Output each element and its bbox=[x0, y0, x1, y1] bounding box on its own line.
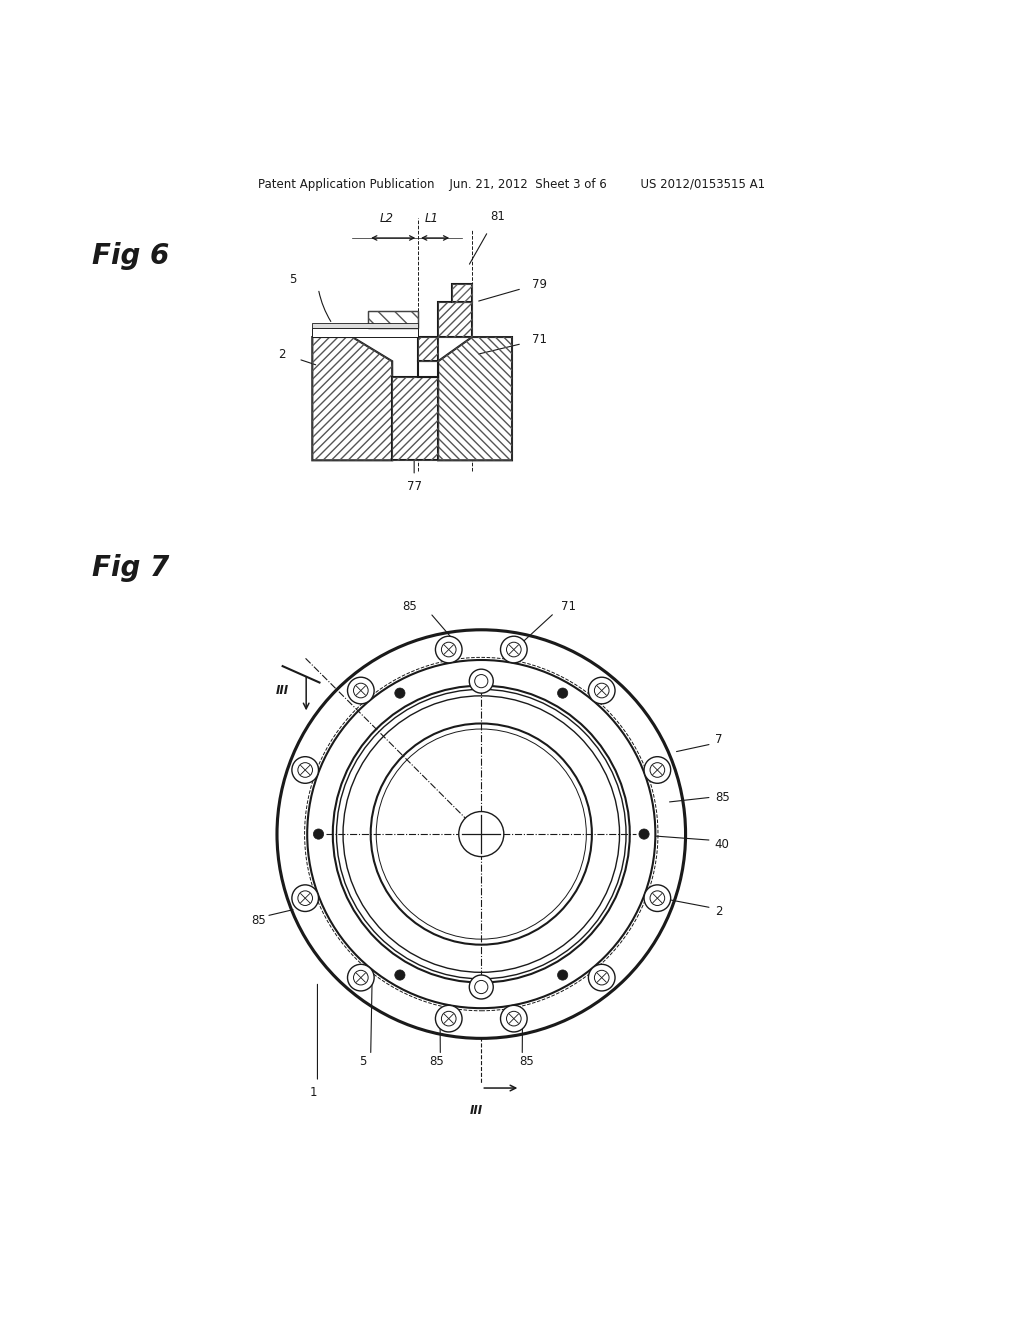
Text: 2: 2 bbox=[715, 906, 722, 919]
Text: 2: 2 bbox=[279, 348, 286, 362]
Circle shape bbox=[589, 965, 615, 991]
Circle shape bbox=[307, 660, 655, 1008]
Text: Patent Application Publication    Jun. 21, 2012  Sheet 3 of 6         US 2012/01: Patent Application Publication Jun. 21, … bbox=[258, 178, 766, 191]
Circle shape bbox=[557, 688, 567, 698]
Polygon shape bbox=[312, 337, 392, 461]
Text: 81: 81 bbox=[490, 210, 506, 223]
Text: 71: 71 bbox=[561, 601, 575, 614]
Text: 1: 1 bbox=[309, 1085, 317, 1098]
Circle shape bbox=[395, 970, 406, 981]
Circle shape bbox=[313, 829, 324, 840]
Circle shape bbox=[395, 688, 406, 698]
Circle shape bbox=[347, 965, 374, 991]
Text: 5: 5 bbox=[358, 1055, 367, 1068]
Polygon shape bbox=[418, 302, 472, 362]
Polygon shape bbox=[453, 284, 472, 302]
Circle shape bbox=[557, 970, 567, 981]
Text: 5: 5 bbox=[289, 273, 296, 286]
Circle shape bbox=[644, 884, 671, 912]
Polygon shape bbox=[392, 376, 438, 461]
Circle shape bbox=[469, 669, 494, 693]
Circle shape bbox=[644, 756, 671, 783]
Text: 85: 85 bbox=[252, 913, 266, 927]
Circle shape bbox=[639, 829, 649, 840]
Circle shape bbox=[292, 756, 318, 783]
Polygon shape bbox=[312, 329, 418, 337]
Circle shape bbox=[459, 812, 504, 857]
Circle shape bbox=[501, 636, 527, 663]
Text: 79: 79 bbox=[532, 277, 547, 290]
Polygon shape bbox=[369, 310, 418, 329]
Text: 7: 7 bbox=[715, 734, 722, 746]
Polygon shape bbox=[312, 322, 418, 329]
Text: 85: 85 bbox=[429, 1055, 443, 1068]
Text: Fig 7: Fig 7 bbox=[92, 554, 169, 582]
Text: 85: 85 bbox=[519, 1055, 534, 1068]
Text: III: III bbox=[276, 684, 289, 697]
Text: Fig 6: Fig 6 bbox=[92, 242, 169, 269]
Polygon shape bbox=[438, 337, 512, 461]
Text: L2: L2 bbox=[379, 211, 393, 224]
Text: 85: 85 bbox=[402, 601, 417, 614]
Polygon shape bbox=[418, 362, 438, 376]
Text: III: III bbox=[470, 1104, 482, 1117]
Text: 40: 40 bbox=[715, 838, 730, 851]
Circle shape bbox=[435, 1006, 462, 1032]
Text: 77: 77 bbox=[407, 480, 422, 494]
Circle shape bbox=[333, 685, 630, 982]
Circle shape bbox=[371, 723, 592, 945]
Circle shape bbox=[292, 884, 318, 912]
Text: 71: 71 bbox=[532, 333, 547, 346]
Circle shape bbox=[589, 677, 615, 704]
Circle shape bbox=[435, 636, 462, 663]
Text: 85: 85 bbox=[715, 791, 729, 804]
Text: L1: L1 bbox=[425, 211, 439, 224]
Circle shape bbox=[469, 975, 494, 999]
Circle shape bbox=[276, 630, 686, 1039]
Circle shape bbox=[501, 1006, 527, 1032]
Circle shape bbox=[347, 677, 374, 704]
